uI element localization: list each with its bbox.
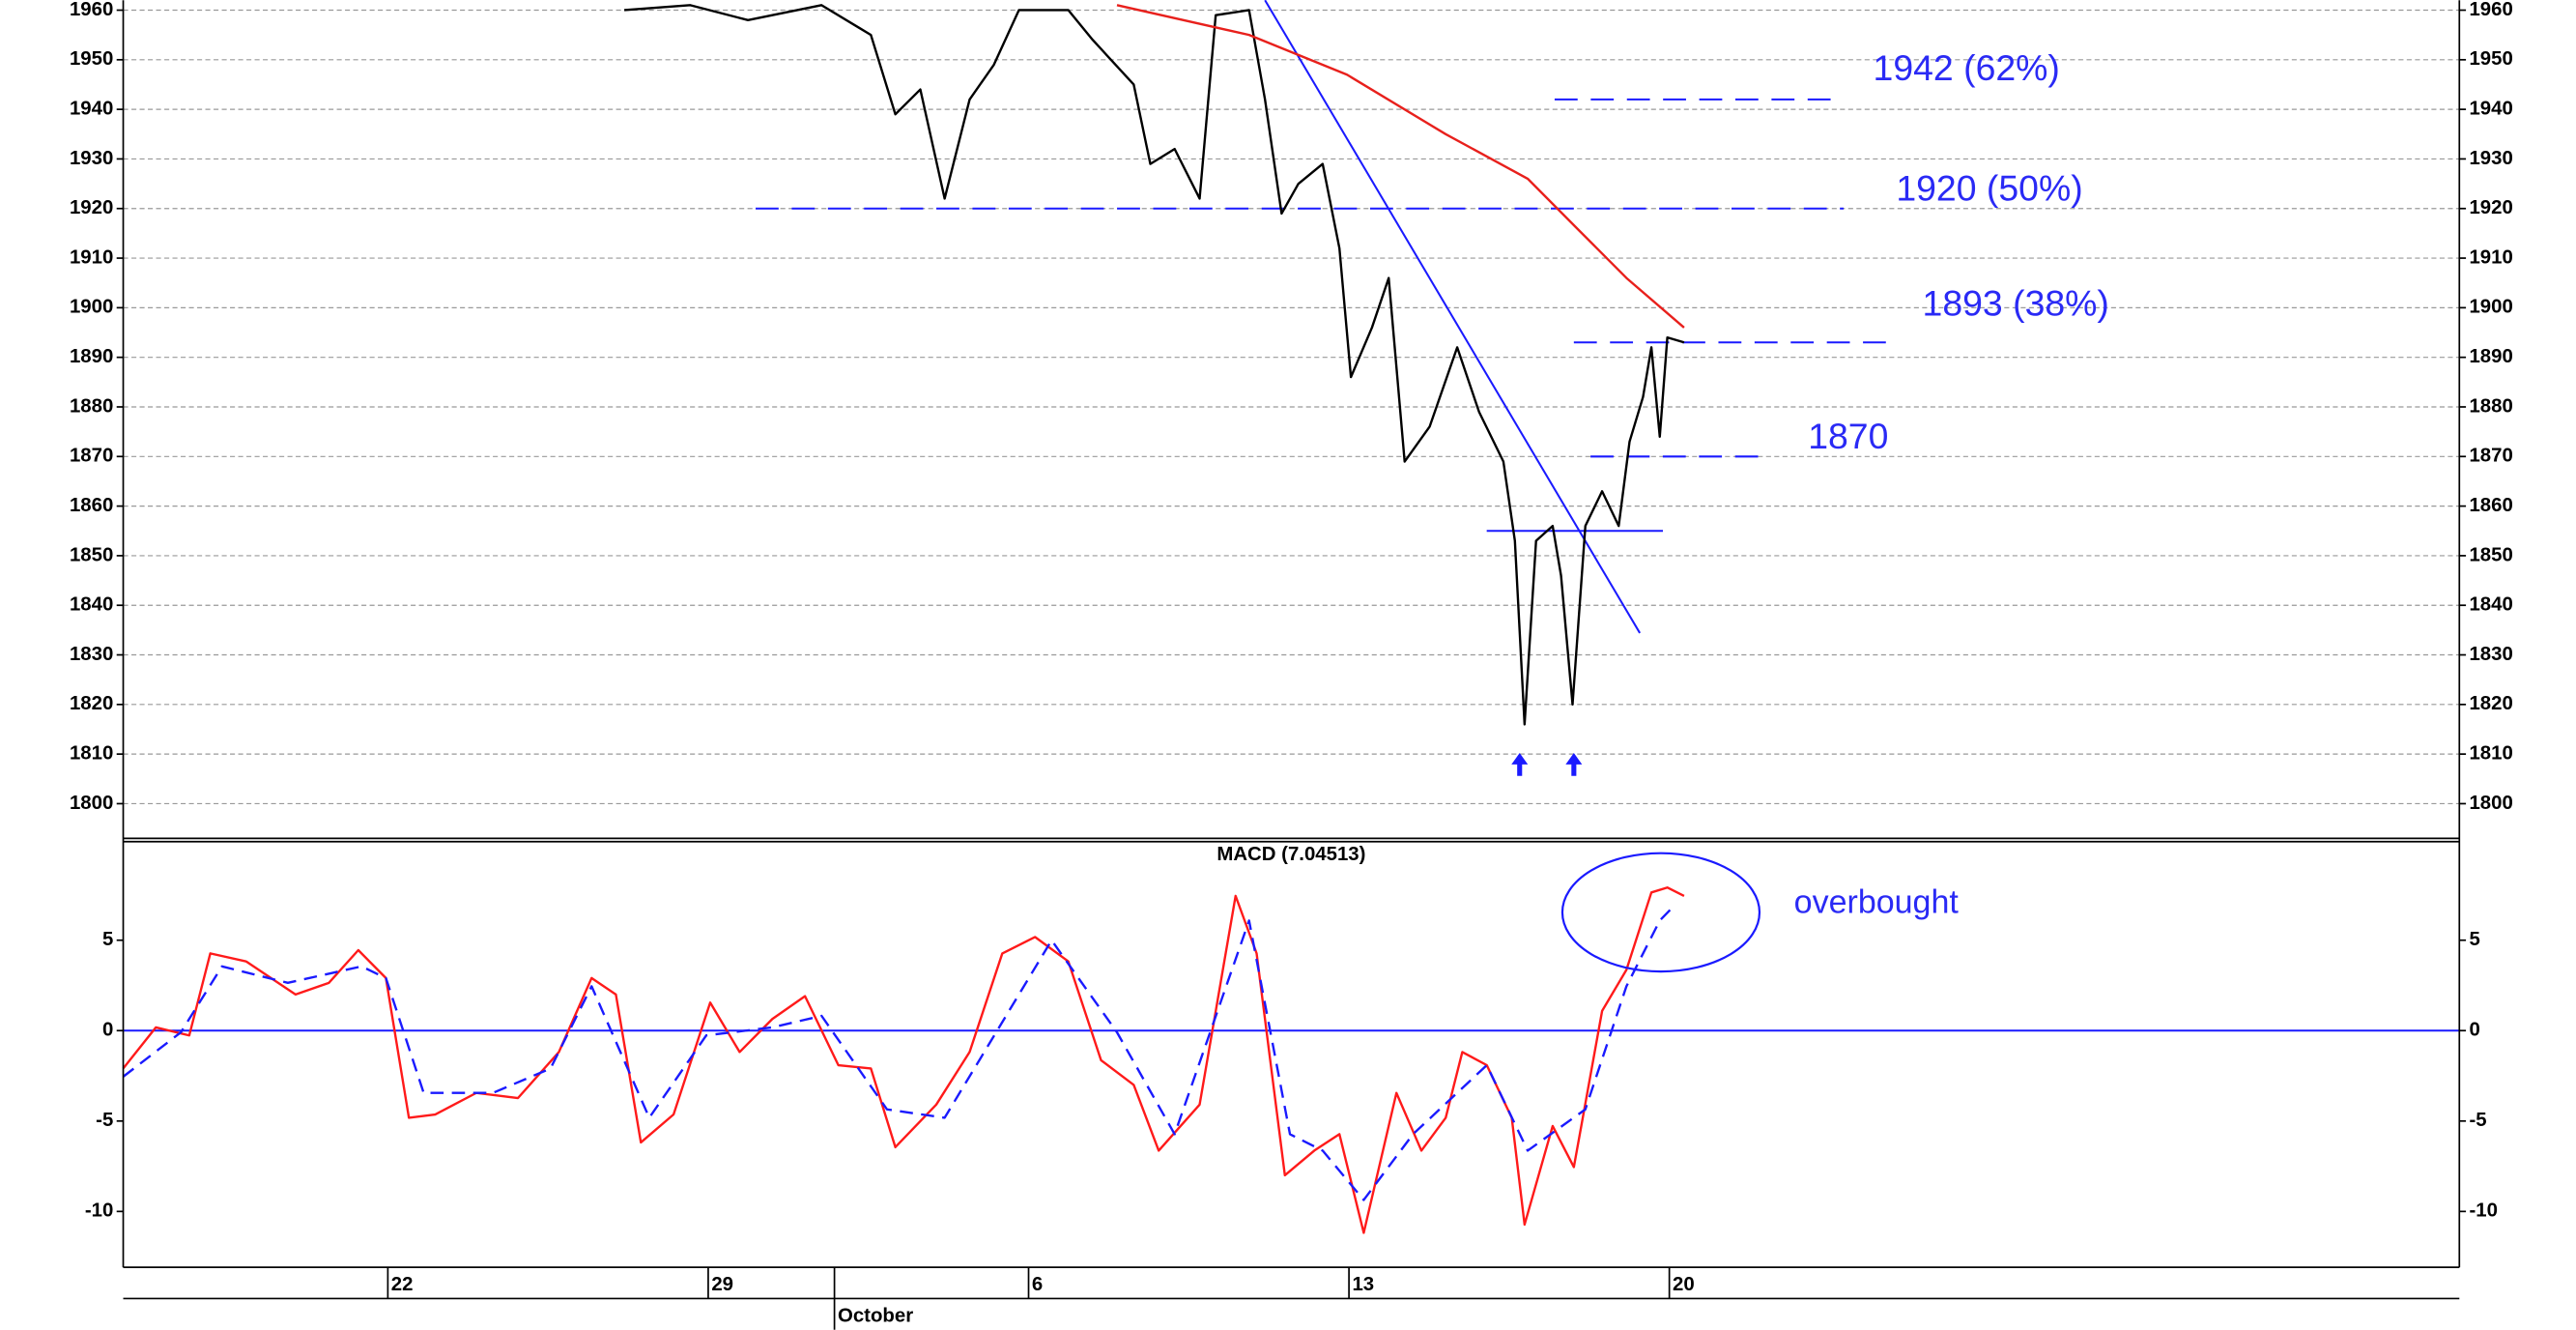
y-tick-label: 1910	[70, 246, 113, 268]
y-tick-label-right: 1850	[2469, 544, 2512, 565]
y-tick-label-right: 1900	[2469, 297, 2512, 318]
y-tick-label: 0	[102, 1020, 113, 1041]
annotation-ellipse	[1560, 852, 1761, 973]
y-tick-label: 1840	[70, 594, 113, 616]
y-tick-label: 1810	[70, 743, 113, 765]
level-label: 1893 (38%)	[1923, 282, 2109, 323]
y-tick-label-right: 1930	[2469, 148, 2512, 169]
y-tick-label-right: 1940	[2469, 99, 2512, 120]
arrow	[1511, 752, 1529, 776]
trend-line	[1264, 0, 1642, 634]
y-tick-label: 1900	[70, 297, 113, 318]
y-tick-label: -5	[96, 1110, 113, 1131]
x-tick-label: 6	[1032, 1274, 1043, 1295]
level-label: 1942 (62%)	[1874, 47, 2060, 88]
macd-title: MACD (7.04513)	[1216, 844, 1365, 865]
y-tick-label: 1930	[70, 148, 113, 169]
plot-layer: 1800 1800 1810 1810 1820 1820 1830 1830 1840 1840…	[70, 0, 2513, 1330]
series-line	[122, 903, 1677, 1201]
y-tick-label-right: 1860	[2469, 495, 2512, 516]
x-tick-label: 29	[711, 1274, 733, 1295]
y-tick-label: 1960	[70, 0, 113, 20]
y-tick-label-right: 1870	[2469, 446, 2512, 467]
y-tick-label: 1800	[70, 793, 113, 814]
y-tick-label-right: 1830	[2469, 644, 2512, 665]
level-label: 1920 (50%)	[1896, 167, 2082, 208]
y-tick-label-right: 1800	[2469, 793, 2512, 814]
y-tick-label: 1940	[70, 99, 113, 120]
y-tick-label-right: 1910	[2469, 246, 2512, 268]
y-tick-label: 1860	[70, 495, 113, 516]
y-tick-label: 1920	[70, 197, 113, 218]
y-tick-label: 5	[102, 929, 113, 950]
y-tick-label: -10	[85, 1200, 113, 1222]
y-tick-label: 1850	[70, 544, 113, 565]
y-tick-label-right: 0	[2469, 1020, 2479, 1041]
level-label: 1870	[1808, 416, 1888, 456]
annotation: overbought	[1794, 883, 1960, 920]
y-tick-label-right: 5	[2469, 929, 2479, 950]
x-tick-label: 13	[1352, 1274, 1374, 1295]
y-tick-label: 1830	[70, 644, 113, 665]
y-tick-label-right: 1960	[2469, 0, 2512, 20]
y-tick-label: 1950	[70, 48, 113, 70]
x-tick-label: 20	[1673, 1274, 1695, 1295]
y-tick-label-right: 1880	[2469, 395, 2512, 417]
y-tick-label-right: 1810	[2469, 743, 2512, 765]
series-line	[1116, 4, 1685, 329]
y-tick-label-right: 1840	[2469, 594, 2512, 616]
y-tick-label: 1820	[70, 693, 113, 714]
y-tick-label-right: -10	[2469, 1200, 2497, 1222]
month-label: October	[838, 1306, 913, 1327]
y-tick-label: 1880	[70, 395, 113, 417]
y-tick-label-right: 1950	[2469, 48, 2512, 70]
x-tick-label: 22	[391, 1274, 414, 1295]
y-tick-label: 1870	[70, 446, 113, 467]
y-tick-label-right: 1890	[2469, 346, 2512, 367]
y-tick-label: 1890	[70, 346, 113, 367]
y-tick-label-right: 1820	[2469, 693, 2512, 714]
y-tick-label-right: 1920	[2469, 197, 2512, 218]
series-line	[624, 4, 1685, 726]
y-tick-label-right: -5	[2469, 1110, 2486, 1131]
